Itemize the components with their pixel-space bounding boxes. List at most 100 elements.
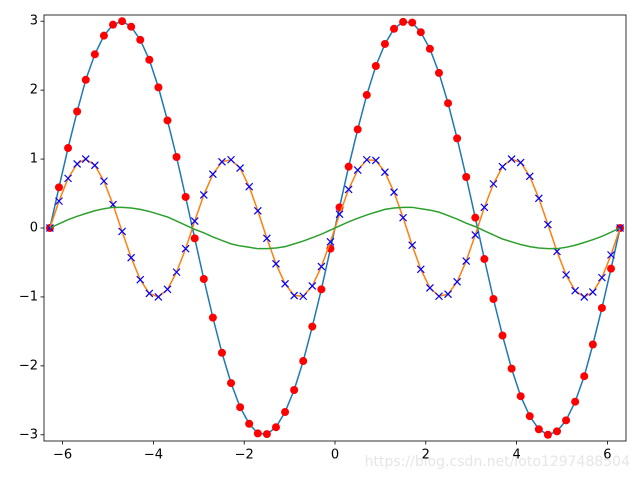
point-marker — [262, 430, 271, 439]
y-tick-label: 2 — [30, 83, 38, 98]
point-marker — [380, 39, 389, 48]
point-marker — [444, 99, 453, 108]
point-marker — [118, 17, 127, 26]
point-marker — [299, 357, 308, 366]
point-marker — [290, 385, 299, 394]
point-marker — [90, 161, 99, 170]
point-marker — [507, 155, 516, 163]
point-marker — [580, 372, 589, 381]
point-marker — [163, 285, 172, 294]
y-tick-label: −3 — [19, 427, 38, 442]
point-marker — [172, 153, 181, 161]
y-tick-label: 0 — [30, 221, 38, 236]
point-marker — [453, 134, 462, 143]
point-marker — [199, 190, 208, 199]
point-marker — [281, 408, 290, 417]
point-marker — [390, 24, 399, 33]
point-marker — [55, 197, 63, 206]
point-marker — [218, 157, 226, 166]
point-marker — [245, 182, 254, 191]
watermark: https://blog.csdn.net/loto1297488504 — [365, 454, 630, 470]
point-marker — [73, 107, 82, 116]
point-marker — [118, 227, 127, 236]
point-marker — [571, 286, 580, 295]
point-marker — [172, 268, 181, 277]
point-marker — [145, 289, 154, 298]
point-marker — [353, 125, 362, 134]
point-marker — [64, 174, 72, 183]
point-marker — [597, 303, 606, 312]
point-marker — [99, 31, 108, 40]
point-marker — [245, 419, 254, 428]
x-tick-label: −2 — [235, 448, 254, 463]
point-marker — [588, 340, 597, 349]
point-marker — [317, 285, 326, 294]
point-marker — [272, 259, 280, 268]
point-marker — [45, 224, 54, 232]
point-marker — [462, 172, 471, 181]
point-marker — [607, 250, 615, 259]
point-marker — [416, 265, 425, 274]
point-marker — [598, 273, 606, 282]
point-marker — [381, 168, 389, 177]
point-marker — [534, 425, 543, 434]
point-marker — [516, 158, 525, 167]
point-marker — [64, 144, 73, 153]
point-marker — [326, 237, 335, 246]
point-marker — [408, 18, 417, 27]
point-marker — [81, 155, 90, 163]
point-marker — [498, 162, 507, 171]
point-marker — [371, 62, 380, 71]
point-marker — [190, 234, 199, 243]
point-marker — [262, 234, 271, 243]
point-marker — [362, 155, 371, 164]
point-marker — [344, 162, 353, 171]
point-marker — [435, 292, 443, 301]
point-marker — [109, 20, 118, 29]
point-marker — [543, 220, 552, 229]
point-marker — [399, 213, 408, 222]
y-tick-label: 3 — [30, 14, 38, 29]
point-marker — [371, 156, 380, 165]
point-marker — [543, 430, 552, 439]
x-tick-label: 6 — [603, 448, 611, 463]
y-tick-label: −1 — [19, 289, 38, 304]
point-marker — [453, 277, 462, 286]
point-marker — [580, 293, 589, 301]
point-marker — [588, 288, 597, 297]
point-marker — [471, 230, 480, 239]
point-marker — [480, 203, 489, 212]
plot-frame — [43, 14, 627, 442]
point-marker — [136, 35, 145, 44]
point-marker — [498, 331, 507, 340]
x-tick-label: −4 — [144, 448, 163, 463]
point-marker — [154, 83, 163, 92]
point-marker — [73, 159, 82, 168]
y-tick-label: 1 — [30, 152, 38, 167]
point-marker — [335, 210, 344, 219]
point-marker — [562, 416, 571, 425]
point-marker — [81, 75, 90, 84]
point-marker — [100, 177, 108, 186]
point-marker — [308, 281, 317, 290]
point-marker — [145, 55, 154, 64]
point-marker — [408, 241, 417, 250]
point-marker — [480, 255, 489, 264]
point-marker — [607, 264, 616, 273]
point-marker — [190, 217, 199, 226]
point-marker — [525, 412, 534, 421]
point-marker — [362, 90, 371, 99]
point-marker — [425, 284, 434, 292]
x-tick-label: 2 — [422, 448, 430, 463]
point-marker — [462, 257, 471, 266]
point-marker — [416, 28, 425, 37]
x-tick-label: 4 — [512, 448, 520, 463]
point-marker — [281, 279, 289, 288]
point-marker — [471, 213, 480, 222]
point-marker — [253, 429, 262, 438]
plot-area — [45, 17, 625, 439]
point-marker — [299, 292, 308, 301]
point-marker — [525, 172, 534, 181]
